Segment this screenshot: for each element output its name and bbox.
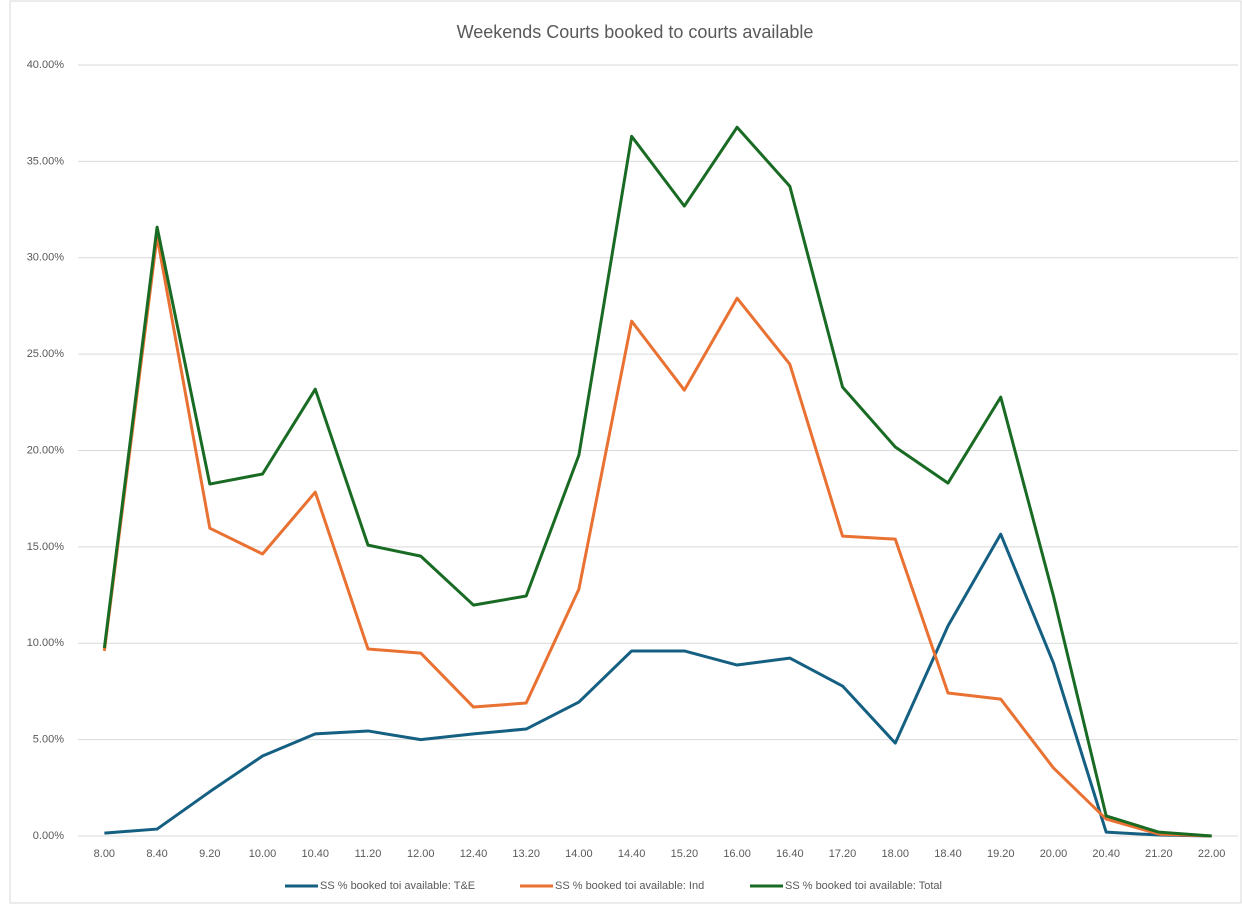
x-tick-label: 14.00	[565, 848, 593, 860]
chart-frame	[9, 0, 1242, 904]
legend-label: SS % booked toi available: Total	[785, 880, 942, 892]
x-tick-label: 22.00	[1198, 848, 1226, 860]
x-tick-label: 21.20	[1145, 848, 1173, 860]
series-line	[102, 235, 1212, 838]
x-tick-label: 12.40	[460, 848, 488, 860]
x-tick-label: 8.40	[146, 848, 167, 860]
x-tick-label: 15.20	[671, 848, 699, 860]
y-tick-label: 5.00%	[33, 734, 64, 746]
y-tick-label: 30.00%	[27, 252, 65, 264]
x-tick-label: 16.00	[723, 848, 751, 860]
x-tick-label: 20.40	[1092, 848, 1120, 860]
legend-label: SS % booked toi available: Ind	[555, 880, 704, 892]
x-tick-label: 11.20	[355, 848, 382, 860]
y-tick-label: 40.00%	[27, 59, 65, 71]
x-tick-label: 13.20	[512, 848, 540, 860]
y-tick-label: 25.00%	[27, 348, 65, 360]
x-tick-label: 18.00	[882, 848, 910, 860]
x-tick-label: 8.00	[94, 848, 115, 860]
series-line	[104, 532, 1212, 838]
x-tick-label: 16.40	[776, 848, 804, 860]
x-tick-label: 18.40	[934, 848, 962, 860]
x-tick-label: 10.00	[249, 848, 277, 860]
x-tick-label: 9.20	[199, 848, 220, 860]
x-tick-label: 17.20	[829, 848, 857, 860]
x-tick-label: 19.20	[987, 848, 1015, 860]
y-tick-label: 20.00%	[27, 444, 65, 456]
x-tick-label: 12.00	[407, 848, 435, 860]
legend-label: SS % booked toi available: T&E	[320, 880, 475, 892]
y-tick-label: 0.00%	[33, 830, 64, 842]
y-tick-label: 10.00%	[27, 637, 65, 649]
x-tick-label: 14.40	[618, 848, 646, 860]
y-tick-label: 15.00%	[27, 541, 65, 553]
y-tick-label: 35.00%	[27, 155, 65, 167]
x-tick-label: 20.00	[1040, 848, 1068, 860]
x-tick-label: 10.40	[302, 848, 330, 860]
chart-title: Weekends Courts booked to courts availab…	[457, 22, 814, 42]
series-line	[102, 125, 1212, 838]
